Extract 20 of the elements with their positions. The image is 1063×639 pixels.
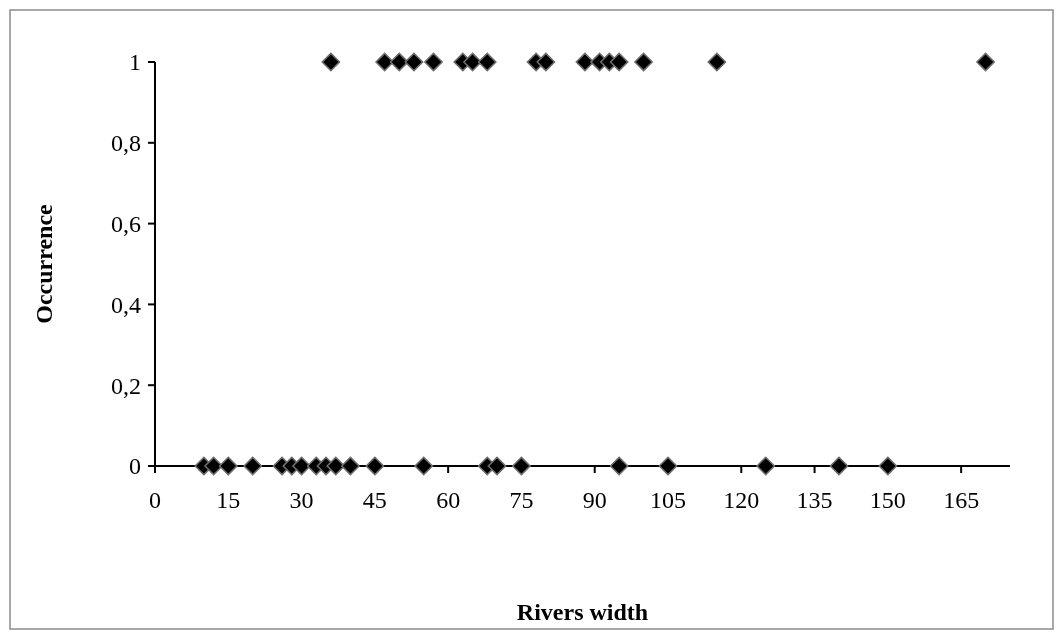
x-tick-label: 0 [149,487,161,513]
y-axis-title: Occurrence [31,203,57,324]
x-tick-label: 120 [723,487,760,513]
y-tick-label: 0,2 [111,372,141,399]
x-tick-label: 75 [509,487,534,513]
x-tick-label: 135 [796,487,833,513]
x-tick-label: 30 [289,487,314,513]
x-tick-label: 60 [436,487,461,513]
x-tick-label: 150 [869,487,906,513]
y-tick-label: 0 [129,453,141,480]
x-tick-label: 105 [650,487,686,513]
x-tick-label: 45 [362,487,387,513]
y-tick-label: 0,4 [111,291,141,318]
x-tick-label: 90 [582,487,607,513]
y-tick-label: 0,8 [111,130,141,157]
y-tick-label: 1 [129,49,141,76]
x-tick-label: 15 [216,487,241,513]
x-axis-title: Rivers width [516,599,649,625]
y-tick-label: 0,6 [111,211,141,237]
x-tick-label: 165 [943,487,980,513]
